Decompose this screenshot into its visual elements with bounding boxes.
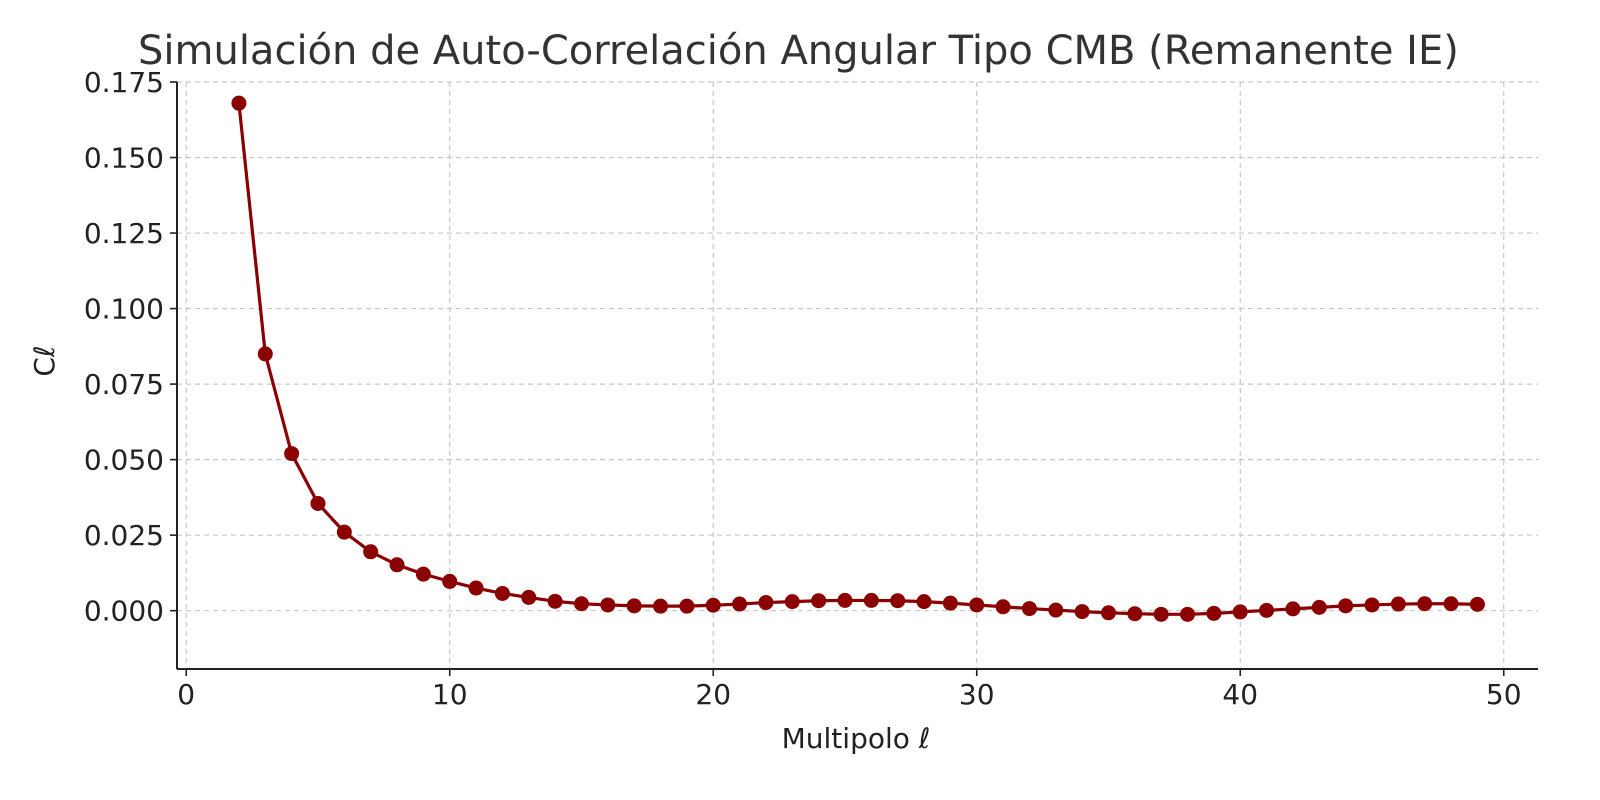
data-point bbox=[916, 594, 932, 610]
y-tick-label: 0.025 bbox=[84, 519, 164, 552]
series-line bbox=[237, 102, 1478, 616]
data-point bbox=[942, 595, 958, 611]
y-tick-label: 0.125 bbox=[84, 217, 164, 250]
data-point bbox=[626, 598, 642, 614]
x-tick-label: 50 bbox=[1486, 678, 1522, 711]
data-point bbox=[547, 593, 563, 609]
data-point bbox=[679, 598, 695, 614]
y-tick-label: 0.100 bbox=[84, 293, 164, 326]
data-point bbox=[995, 599, 1011, 615]
data-point bbox=[494, 585, 510, 601]
y-grid bbox=[177, 81, 1538, 612]
data-point bbox=[257, 346, 273, 362]
data-point bbox=[1259, 602, 1275, 618]
data-point bbox=[389, 557, 405, 573]
data-point bbox=[1285, 601, 1301, 617]
data-point bbox=[863, 592, 879, 608]
x-tick-label: 0 bbox=[177, 678, 195, 711]
data-point bbox=[653, 598, 669, 614]
y-axis-label: Cℓ bbox=[28, 345, 61, 376]
x-ticks: 0 10 20 30 40 50 bbox=[177, 669, 1522, 711]
x-tick-label: 10 bbox=[432, 678, 468, 711]
y-tick-label: 0.175 bbox=[84, 66, 164, 99]
data-point bbox=[231, 95, 247, 111]
chart-title: Simulación de Auto-Correlación Angular T… bbox=[138, 28, 1459, 74]
data-point bbox=[442, 573, 458, 589]
y-tick-label: 0.075 bbox=[84, 368, 164, 401]
data-point bbox=[1417, 596, 1433, 612]
data-point bbox=[705, 597, 721, 613]
data-point bbox=[1021, 601, 1037, 617]
x-tick-label: 30 bbox=[959, 678, 995, 711]
data-point bbox=[1206, 605, 1222, 621]
data-point bbox=[1100, 605, 1116, 621]
data-point bbox=[1232, 604, 1248, 620]
data-point bbox=[784, 594, 800, 610]
data-point bbox=[1364, 597, 1380, 613]
data-point bbox=[600, 597, 616, 613]
x-tick-label: 40 bbox=[1222, 678, 1258, 711]
data-point bbox=[1153, 606, 1169, 622]
data-point bbox=[1048, 602, 1064, 618]
data-point bbox=[336, 524, 352, 540]
y-tick-label: 0.000 bbox=[84, 595, 164, 628]
data-points bbox=[231, 95, 1485, 622]
data-point bbox=[1390, 596, 1406, 612]
data-point bbox=[1127, 606, 1143, 622]
x-axis-label: Multipolo ℓ bbox=[782, 722, 931, 755]
data-point bbox=[468, 580, 484, 596]
y-tick-label: 0.150 bbox=[84, 142, 164, 175]
data-point bbox=[1311, 599, 1327, 615]
data-point bbox=[1443, 596, 1459, 612]
data-point bbox=[363, 544, 379, 560]
data-point bbox=[521, 589, 537, 605]
data-point bbox=[758, 595, 774, 611]
data-point bbox=[890, 593, 906, 609]
data-point bbox=[1074, 604, 1090, 620]
data-point bbox=[1338, 598, 1354, 614]
x-tick-label: 20 bbox=[695, 678, 731, 711]
data-point bbox=[573, 596, 589, 612]
data-point bbox=[415, 566, 431, 582]
x-grid bbox=[185, 82, 1505, 669]
data-point bbox=[310, 495, 326, 511]
y-tick-label: 0.050 bbox=[84, 444, 164, 477]
data-point bbox=[811, 593, 827, 609]
data-point bbox=[1180, 606, 1196, 622]
data-point bbox=[969, 597, 985, 613]
data-point bbox=[837, 592, 853, 608]
data-point bbox=[732, 596, 748, 612]
y-ticks: 0.000 0.025 0.050 0.075 0.100 0.125 0.150 0.175 bbox=[84, 66, 177, 628]
data-point bbox=[284, 446, 300, 462]
data-point bbox=[1469, 596, 1485, 612]
